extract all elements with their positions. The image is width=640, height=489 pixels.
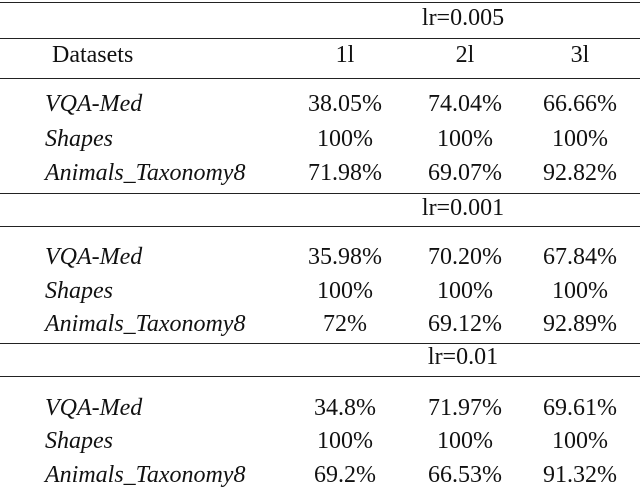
cell: 100% xyxy=(317,428,373,454)
rule xyxy=(0,376,640,377)
cell: 100% xyxy=(437,278,493,304)
cell: 35.98% xyxy=(308,244,382,270)
cell: 92.82% xyxy=(543,160,617,186)
cell: 67.84% xyxy=(543,244,617,270)
cell: 72% xyxy=(323,311,367,337)
cell: 66.53% xyxy=(428,462,502,488)
section-label: lr=0.01 xyxy=(427,344,499,370)
cell: 100% xyxy=(317,126,373,152)
cell: 100% xyxy=(552,428,608,454)
section-label: lr=0.001 xyxy=(421,195,505,221)
cell: 69.07% xyxy=(428,160,502,186)
cell: 100% xyxy=(552,126,608,152)
cell: 69.12% xyxy=(428,311,502,337)
cell: 92.89% xyxy=(543,311,617,337)
rule xyxy=(0,2,640,3)
rule xyxy=(0,343,640,344)
dataset-name: Shapes xyxy=(45,428,113,454)
rule xyxy=(0,226,640,227)
cell: 66.66% xyxy=(543,91,617,117)
cell: 100% xyxy=(552,278,608,304)
rule xyxy=(0,38,640,39)
cell: 91.32% xyxy=(543,462,617,488)
cell: 100% xyxy=(317,278,373,304)
column-header: Datasets xyxy=(52,42,134,68)
rule xyxy=(0,78,640,79)
dataset-name: VQA-Med xyxy=(45,91,143,117)
cell: 74.04% xyxy=(428,91,502,117)
cell: 100% xyxy=(437,428,493,454)
cell: 70.20% xyxy=(428,244,502,270)
dataset-name: Animals_Taxonomy8 xyxy=(45,311,246,337)
column-header: 3l xyxy=(570,42,590,68)
dataset-name: Shapes xyxy=(45,278,113,304)
dataset-name: Shapes xyxy=(45,126,113,152)
cell: 69.61% xyxy=(543,395,617,421)
cell: 69.2% xyxy=(314,462,376,488)
rule xyxy=(0,193,640,194)
dataset-name: Animals_Taxonomy8 xyxy=(45,462,246,488)
cell: 38.05% xyxy=(308,91,382,117)
dataset-name: Animals_Taxonomy8 xyxy=(45,160,246,186)
cell: 100% xyxy=(437,126,493,152)
cell: 34.8% xyxy=(314,395,376,421)
cell: 71.97% xyxy=(428,395,502,421)
dataset-name: VQA-Med xyxy=(45,395,143,421)
column-header: 1l xyxy=(335,42,355,68)
dataset-name: VQA-Med xyxy=(45,244,143,270)
cell: 71.98% xyxy=(308,160,382,186)
section-label: lr=0.005 xyxy=(421,5,505,31)
column-header: 2l xyxy=(455,42,475,68)
